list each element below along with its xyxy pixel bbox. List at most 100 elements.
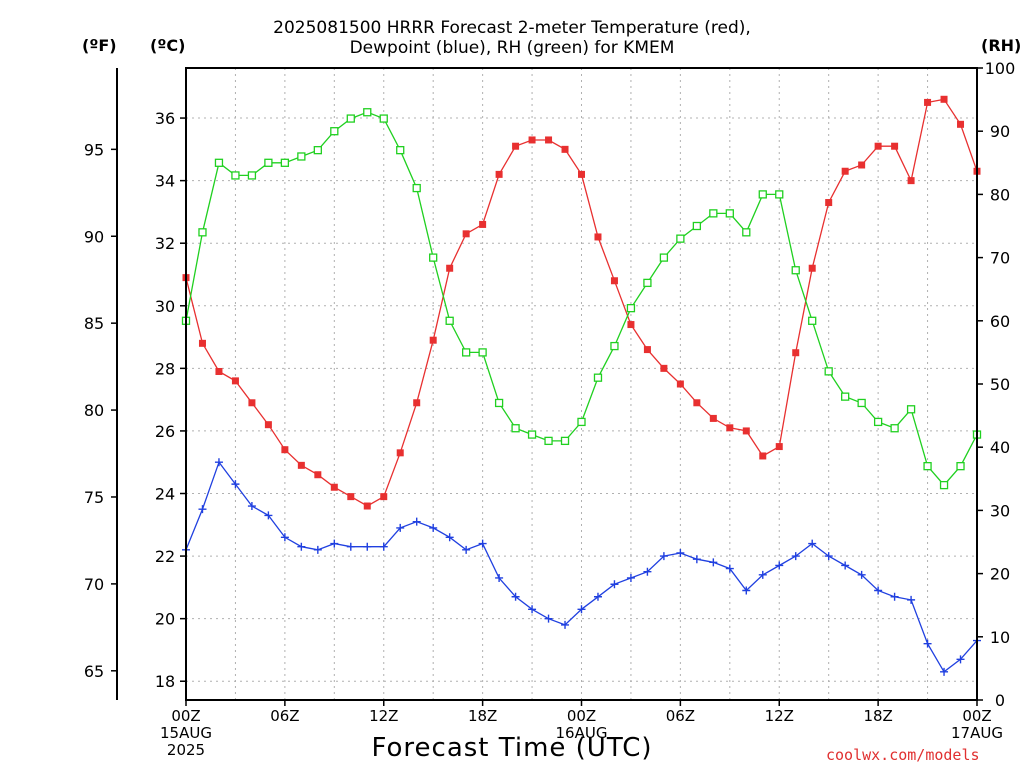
temperature-point bbox=[578, 170, 585, 178]
dewpoint-point bbox=[824, 552, 833, 561]
dewpoint-point bbox=[511, 592, 520, 601]
dewpoint-point bbox=[379, 542, 388, 551]
x-tick-label: 06Z bbox=[666, 707, 695, 725]
temperature-point bbox=[248, 399, 256, 407]
celsius-tick-label: 30 bbox=[155, 297, 175, 316]
rh-point bbox=[890, 424, 899, 433]
dewpoint-point bbox=[725, 564, 734, 573]
rh-point bbox=[478, 348, 487, 357]
dewpoint-point bbox=[940, 667, 949, 676]
dewpoint-point bbox=[297, 542, 306, 551]
temperature-point bbox=[643, 346, 651, 354]
rh-point bbox=[610, 341, 619, 351]
chart-title-line-1: 2025081500 HRRR Forecast 2-meter Tempera… bbox=[273, 18, 751, 38]
temperature-point bbox=[924, 98, 932, 106]
dewpoint-point bbox=[280, 533, 289, 542]
dewpoint-point bbox=[577, 605, 586, 614]
celsius-tick-label: 24 bbox=[155, 485, 175, 504]
dewpoint-point bbox=[841, 561, 850, 570]
celsius-tick-label: 36 bbox=[155, 109, 175, 128]
dewpoint-point bbox=[610, 580, 619, 589]
rh-point bbox=[313, 146, 322, 155]
dewpoint-point bbox=[231, 480, 240, 489]
rh-tick-label: 80 bbox=[990, 185, 1010, 204]
rh-point bbox=[659, 253, 669, 262]
temperature-point bbox=[775, 443, 783, 451]
dewpoint-point bbox=[692, 555, 701, 564]
x-tick-label: 00Z bbox=[171, 707, 200, 725]
temperature-point bbox=[198, 339, 206, 347]
dewpoint-point bbox=[495, 573, 504, 582]
x-tick-label: 00Z bbox=[567, 707, 596, 725]
fahrenheit-tick-label: 80 bbox=[84, 401, 104, 420]
temperature-point bbox=[462, 230, 470, 238]
dewpoint-point bbox=[808, 539, 817, 548]
fahrenheit-tick-label: 95 bbox=[84, 140, 104, 159]
rh-point bbox=[346, 114, 355, 123]
temperature-point bbox=[841, 167, 849, 175]
rh-point bbox=[626, 304, 636, 313]
temperature-point bbox=[676, 380, 684, 388]
dewpoint-point bbox=[247, 502, 256, 511]
fahrenheit-unit-label: (ºF) bbox=[82, 36, 117, 55]
rh-point bbox=[396, 146, 405, 155]
rh-unit-label: (RH) bbox=[981, 36, 1022, 55]
dewpoint-point bbox=[643, 567, 652, 576]
fahrenheit-tick-label: 75 bbox=[84, 488, 104, 507]
chart-title-line-2: Dewpoint (blue), RH (green) for KMEM bbox=[349, 38, 675, 58]
temperature-point bbox=[231, 377, 239, 385]
temperature-point bbox=[495, 170, 503, 178]
rh-point bbox=[511, 424, 520, 433]
temperature-point bbox=[907, 177, 915, 185]
temperature-point bbox=[594, 233, 602, 241]
fahrenheit-tick-label: 90 bbox=[84, 227, 104, 246]
rh-point bbox=[906, 405, 916, 414]
dewpoint-point bbox=[593, 592, 602, 601]
celsius-tick-label: 32 bbox=[155, 234, 175, 253]
rh-tick-label: 60 bbox=[990, 312, 1010, 331]
rh-point bbox=[544, 436, 553, 446]
dewpoint-series bbox=[182, 458, 981, 676]
rh-tick-label: 70 bbox=[990, 249, 1010, 268]
dewpoint-point bbox=[462, 545, 471, 554]
fahrenheit-tick-label: 85 bbox=[84, 314, 104, 333]
rh-point bbox=[264, 158, 273, 167]
rh-point bbox=[824, 367, 833, 376]
dewpoint-point bbox=[709, 558, 718, 567]
rh-point bbox=[330, 127, 339, 136]
temperature-point bbox=[215, 367, 223, 375]
temperature-point bbox=[660, 364, 668, 372]
dewpoint-point bbox=[561, 620, 570, 629]
temperature-point bbox=[808, 264, 816, 272]
rh-point bbox=[593, 373, 603, 382]
axes: 18 20 22 24 26 28 30 32 34 36 65 70 75 80 85 90 95 0 10 20 3… bbox=[84, 59, 1015, 759]
temperature-point bbox=[413, 399, 421, 407]
dewpoint-point bbox=[198, 505, 207, 514]
rh-point bbox=[560, 436, 570, 446]
temperature-point bbox=[891, 142, 899, 150]
rh-point bbox=[873, 417, 883, 427]
dewpoint-point bbox=[874, 586, 883, 595]
rh-tick-label: 40 bbox=[990, 438, 1010, 457]
x-tick-label: 17AUG bbox=[951, 724, 1003, 742]
dewpoint-point bbox=[264, 511, 273, 520]
temperature-point bbox=[347, 493, 355, 501]
rh-tick-label: 20 bbox=[990, 565, 1010, 584]
rh-tick-label: 10 bbox=[990, 628, 1010, 647]
temperature-point bbox=[446, 264, 454, 272]
temperature-point bbox=[825, 199, 833, 207]
temperature-point bbox=[314, 471, 322, 479]
temperature-point bbox=[380, 493, 388, 501]
dewpoint-point bbox=[758, 570, 767, 579]
rh-point bbox=[363, 108, 372, 117]
rh-point bbox=[280, 158, 290, 167]
rh-point bbox=[742, 228, 751, 237]
rh-point bbox=[247, 171, 257, 180]
rh-point bbox=[692, 221, 702, 231]
dewpoint-point bbox=[791, 552, 800, 561]
dewpoint-point bbox=[956, 655, 965, 664]
x-tick-label: 15AUG bbox=[160, 724, 212, 742]
rh-point bbox=[643, 278, 652, 288]
dewpoint-point bbox=[396, 523, 405, 532]
temperature-point bbox=[709, 414, 717, 422]
